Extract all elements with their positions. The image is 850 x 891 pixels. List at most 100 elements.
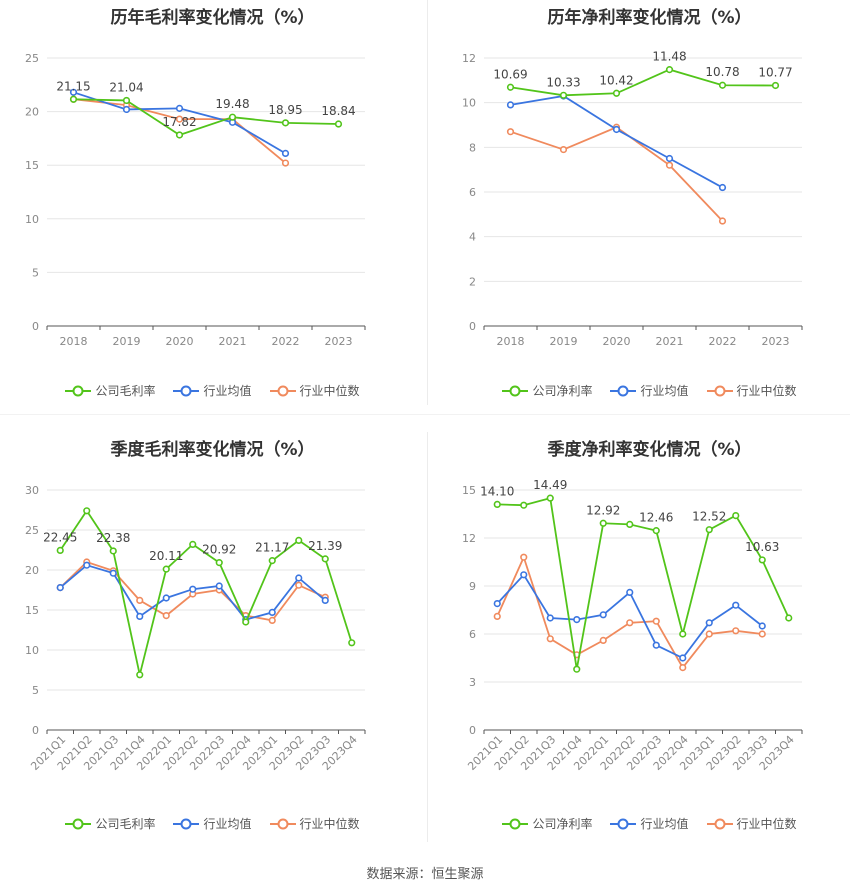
data-label: 18.95 [268,103,302,117]
series-line-industry-median [496,554,763,670]
data-point-company [679,630,687,638]
y-tick-label: 30 [25,484,39,497]
y-tick-label: 5 [32,266,39,279]
x-tick-label: 2019 [113,335,141,348]
data-point-industry-mean [520,571,528,579]
legend-label: 公司毛利率 [95,817,156,831]
x-tick-label: 2023 [762,335,790,348]
data-point-company [56,546,64,554]
y-tick-label: 10 [462,97,476,110]
data-label: 18.84 [321,104,355,118]
legend-label: 行业中位数 [299,384,360,398]
data-label: 22.38 [96,531,130,545]
data-point-industry-median [268,616,276,624]
legend-item-company[interactable]: 公司净利率 [502,382,592,399]
legend-item-industry-mean[interactable]: 行业均值 [173,815,252,832]
data-point-company [215,559,223,567]
data-point-industry-median [665,161,674,169]
chart-annual-gross-margin: 历年毛利率变化情况（%） 0 5 10 15 20 25 2018 2019 2020 2021 2… [0,0,425,410]
data-point-company [785,614,793,622]
data-point-industry-mean [506,101,515,109]
legend-median-marker-icon [269,818,296,829]
legend-item-industry-mean[interactable]: 行业均值 [610,815,689,832]
data-point-industry-median [652,617,660,625]
data-point-company [162,565,170,573]
data-point-company [718,81,727,89]
data-point-industry-mean [546,614,554,622]
data-point-company [136,671,144,679]
legend-item-industry-median[interactable]: 行业中位数 [269,382,360,399]
legend-mean-marker-icon [610,385,637,396]
series-line-company [510,68,776,97]
legend-company-marker-icon [502,385,529,396]
x-tick-label: 2022 [272,335,300,348]
chart-legend: 公司净利率 行业均值 行业中位数 [437,382,850,399]
data-point-industry-mean [758,622,766,630]
data-point-company [268,557,276,565]
x-tick-label: 2019 [550,335,578,348]
data-label: 12.46 [639,511,673,525]
chart-plot-area: 0510152025302021Q12021Q22021Q32021Q42022… [25,484,366,773]
legend-item-company[interactable]: 公司毛利率 [65,815,155,832]
data-point-industry-mean [69,88,78,96]
y-tick-label: 25 [25,52,39,65]
y-tick-label: 0 [469,724,476,737]
data-point-company [348,639,356,647]
data-point-industry-median [626,619,634,627]
legend-median-marker-icon [706,818,733,829]
chart-title: 历年毛利率变化情况（%） [110,8,315,28]
data-point-company [334,120,343,128]
legend-median-marker-icon [269,385,296,396]
legend-item-industry-median[interactable]: 行业中位数 [706,382,797,399]
data-point-industry-median [705,630,713,638]
data-point-industry-median [162,612,170,620]
data-point-industry-median [493,612,501,620]
data-point-company [281,119,290,127]
data-point-company [321,555,329,563]
data-point-industry-mean [599,611,607,619]
data-point-industry-median [758,630,766,638]
legend-item-industry-mean[interactable]: 行业均值 [173,382,252,399]
data-point-industry-mean [162,594,170,602]
data-point-industry-mean [281,149,290,158]
y-tick-label: 12 [462,532,476,545]
series-line-company [73,98,339,136]
data-point-industry-median [599,636,607,644]
chart-title: 季度毛利率变化情况（%） [110,440,315,460]
legend-item-company[interactable]: 公司净利率 [502,815,592,832]
data-point-company [109,547,117,555]
data-point-industry-median [175,115,184,123]
legend-item-company[interactable]: 公司毛利率 [65,382,155,399]
y-tick-label: 15 [25,159,39,172]
series-line-industry-median [510,126,724,222]
data-point-company [652,527,660,535]
data-point-industry-mean [268,608,276,616]
y-tick-label: 6 [469,186,476,199]
data-point-company [559,91,568,99]
chart-annual-net-margin: 历年净利率变化情况（%） 0 2 4 6 8 10 12 2018 2019 2020 2021 20… [437,0,850,410]
data-point-industry-mean [652,641,660,649]
data-point-company [705,526,713,534]
legend-item-industry-median[interactable]: 行业中位数 [706,815,797,832]
vertical-divider-top [427,0,428,405]
y-tick-label: 15 [462,484,476,497]
legend-mean-marker-icon [173,818,200,829]
data-point-company [758,556,766,564]
data-source-note: 数据来源：恒生聚源 [366,867,484,882]
data-point-industry-mean [626,588,634,596]
x-tick-label: 2020 [603,335,631,348]
data-point-industry-median [136,596,144,604]
y-tick-label: 12 [462,52,476,65]
chart-plot-area: 036912152021Q12021Q22021Q32021Q42022Q120… [462,478,803,773]
chart-title: 季度净利率变化情况（%） [547,440,752,460]
data-label: 21.04 [109,80,143,94]
data-point-industry-median [520,553,528,561]
data-point-company [506,83,515,91]
data-point-industry-mean [189,585,197,593]
data-point-industry-median [281,159,290,167]
legend-item-industry-median[interactable]: 行业中位数 [269,815,360,832]
data-point-industry-mean [175,104,184,112]
data-point-industry-mean [321,596,329,604]
data-point-industry-mean [665,154,674,163]
legend-item-industry-mean[interactable]: 行业均值 [610,382,689,399]
